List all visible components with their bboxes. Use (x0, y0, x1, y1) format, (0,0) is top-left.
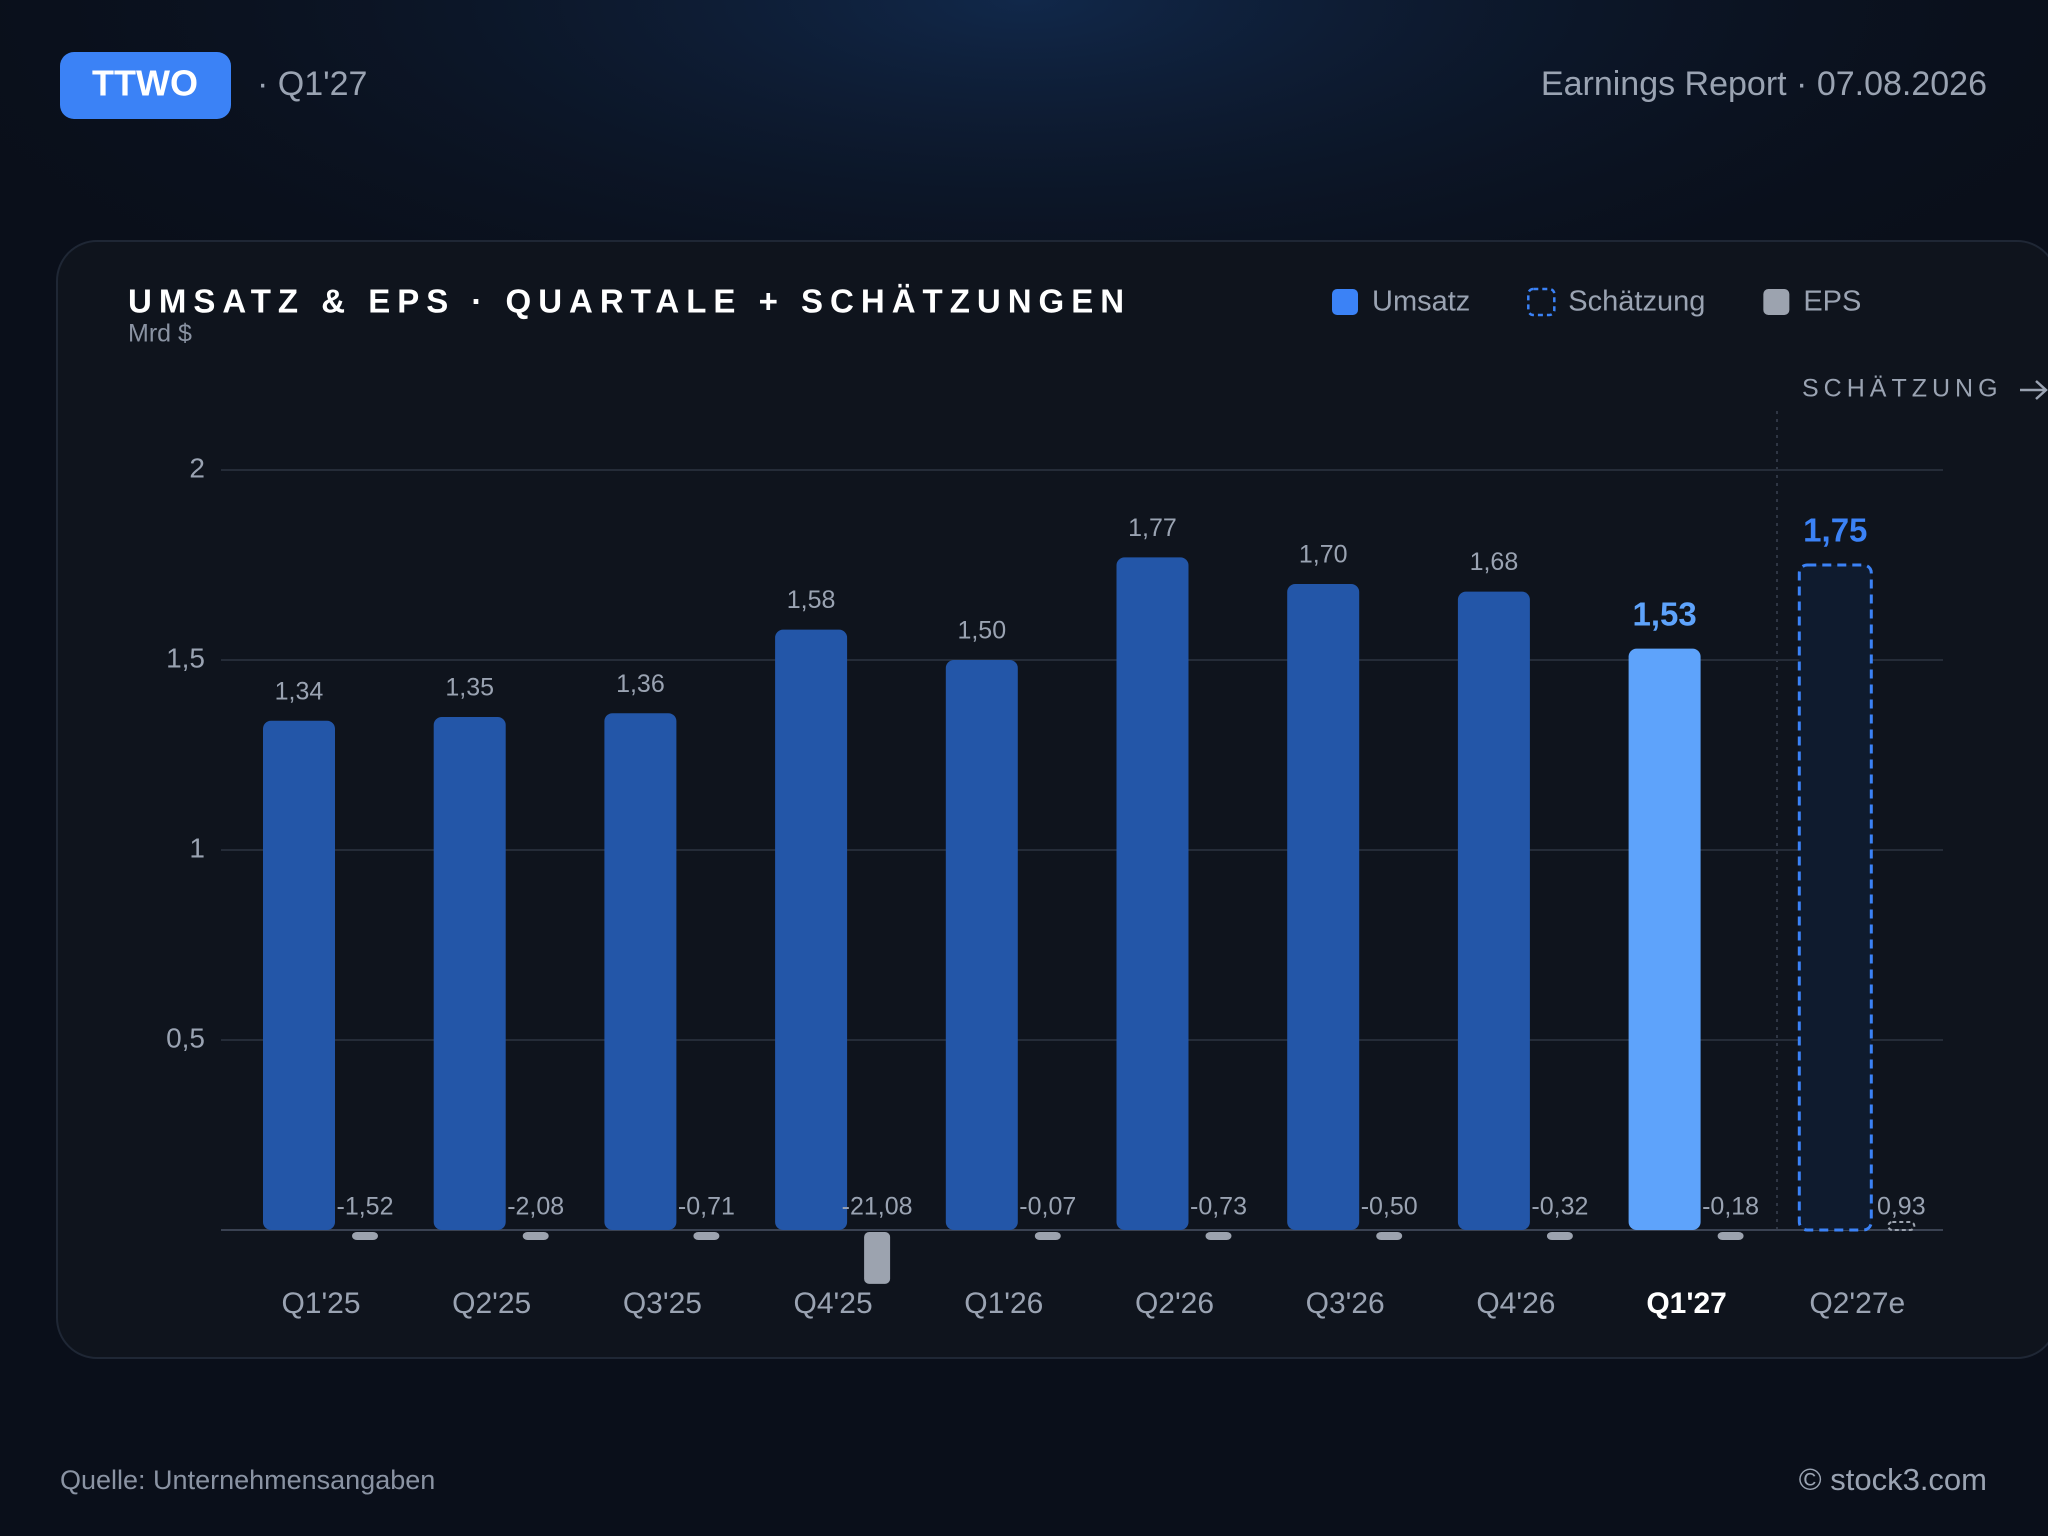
y-tick-label: 1,5 (166, 642, 205, 673)
x-tick-label: Q2'25 (452, 1287, 531, 1320)
revenue-bar (1116, 557, 1189, 1230)
eps-label: -0,50 (1361, 1193, 1418, 1221)
eps-bar (352, 1232, 378, 1240)
revenue-bar (1797, 563, 1873, 1232)
legend-label: Schätzung (1568, 286, 1705, 318)
report-date: Earnings Report · 07.08.2026 (1541, 65, 1987, 103)
y-tick-label: 2 (189, 452, 205, 483)
eps-bar (1717, 1232, 1744, 1240)
period: · Q1'27 (257, 65, 367, 103)
ticker-pill (60, 52, 231, 119)
revenue-bar (775, 629, 848, 1230)
revenue-bar (604, 713, 677, 1230)
y-tick-label: 0,5 (166, 1022, 205, 1053)
y-tick-label: 1 (189, 832, 205, 863)
x-tick-label: Q4'25 (794, 1287, 873, 1320)
value-label: 1,53 (1632, 595, 1696, 632)
value-label: 1,34 (275, 677, 324, 705)
x-tick-label: Q2'27e (1809, 1287, 1905, 1320)
eps-label: -0,73 (1190, 1193, 1247, 1221)
eps-label: -2,08 (507, 1193, 564, 1221)
eps-label: -1,52 (337, 1193, 394, 1221)
x-tick-label: Q1'26 (964, 1287, 1043, 1320)
value-label: 1,35 (445, 674, 494, 702)
x-tick-label: Q1'25 (281, 1287, 360, 1320)
revenue-bar (1287, 584, 1360, 1230)
source: Quelle: Unternehmensangaben (60, 1465, 435, 1495)
value-label: 1,77 (1128, 514, 1177, 542)
chart-title: UMSATZ & EPS · QUARTALE + SCHÄTZUNGEN (128, 283, 1131, 320)
eps-bar (1546, 1232, 1573, 1240)
revenue-bar (1457, 591, 1530, 1230)
revenue-bar (433, 717, 506, 1230)
legend-swatch (1332, 289, 1358, 315)
y-axis-unit: Mrd $ (128, 320, 192, 348)
x-tick-label: Q3'26 (1306, 1287, 1385, 1320)
value-label: 1,36 (616, 670, 665, 698)
eps-bar (1205, 1232, 1232, 1240)
eps-bar (1034, 1232, 1061, 1240)
eps-label: 0,93 (1877, 1193, 1926, 1221)
ticker: TTWO (92, 63, 198, 104)
eps-label: -0,71 (678, 1193, 735, 1221)
eps-label: -0,32 (1531, 1193, 1588, 1221)
value-label: 1,75 (1803, 512, 1867, 549)
revenue-bar (1628, 648, 1701, 1230)
legend-label: Umsatz (1372, 286, 1470, 318)
legend-swatch (1763, 289, 1790, 315)
value-label: 1,50 (957, 617, 1006, 645)
chart-card (56, 240, 2048, 1359)
eps-bar (693, 1232, 720, 1240)
revenue-bar (945, 660, 1018, 1230)
x-tick-label: Q4'26 (1476, 1287, 1555, 1320)
revenue-bar (263, 720, 335, 1230)
eps-bar (522, 1232, 549, 1240)
value-label: 1,68 (1470, 548, 1519, 576)
eps-label: -21,08 (842, 1193, 913, 1221)
x-tick-label: Q2'26 (1135, 1287, 1214, 1320)
estimate-annotation: SCHÄTZUNG (1802, 375, 2003, 403)
eps-bar (1376, 1232, 1403, 1240)
credit: © stock3.com (1799, 1462, 1987, 1497)
x-tick-label: Q3'25 (623, 1287, 702, 1320)
eps-bar (1887, 1221, 1916, 1231)
eps-label: -0,07 (1019, 1193, 1076, 1221)
legend-label: EPS (1803, 286, 1861, 318)
value-label: 1,70 (1299, 541, 1348, 569)
estimate-arrow (2020, 380, 2048, 400)
legend-swatch (1527, 287, 1556, 317)
eps-bar (864, 1232, 891, 1284)
value-label: 1,58 (787, 586, 836, 614)
x-tick-label: Q1'27 (1646, 1287, 1727, 1320)
eps-label: -0,18 (1702, 1193, 1759, 1221)
